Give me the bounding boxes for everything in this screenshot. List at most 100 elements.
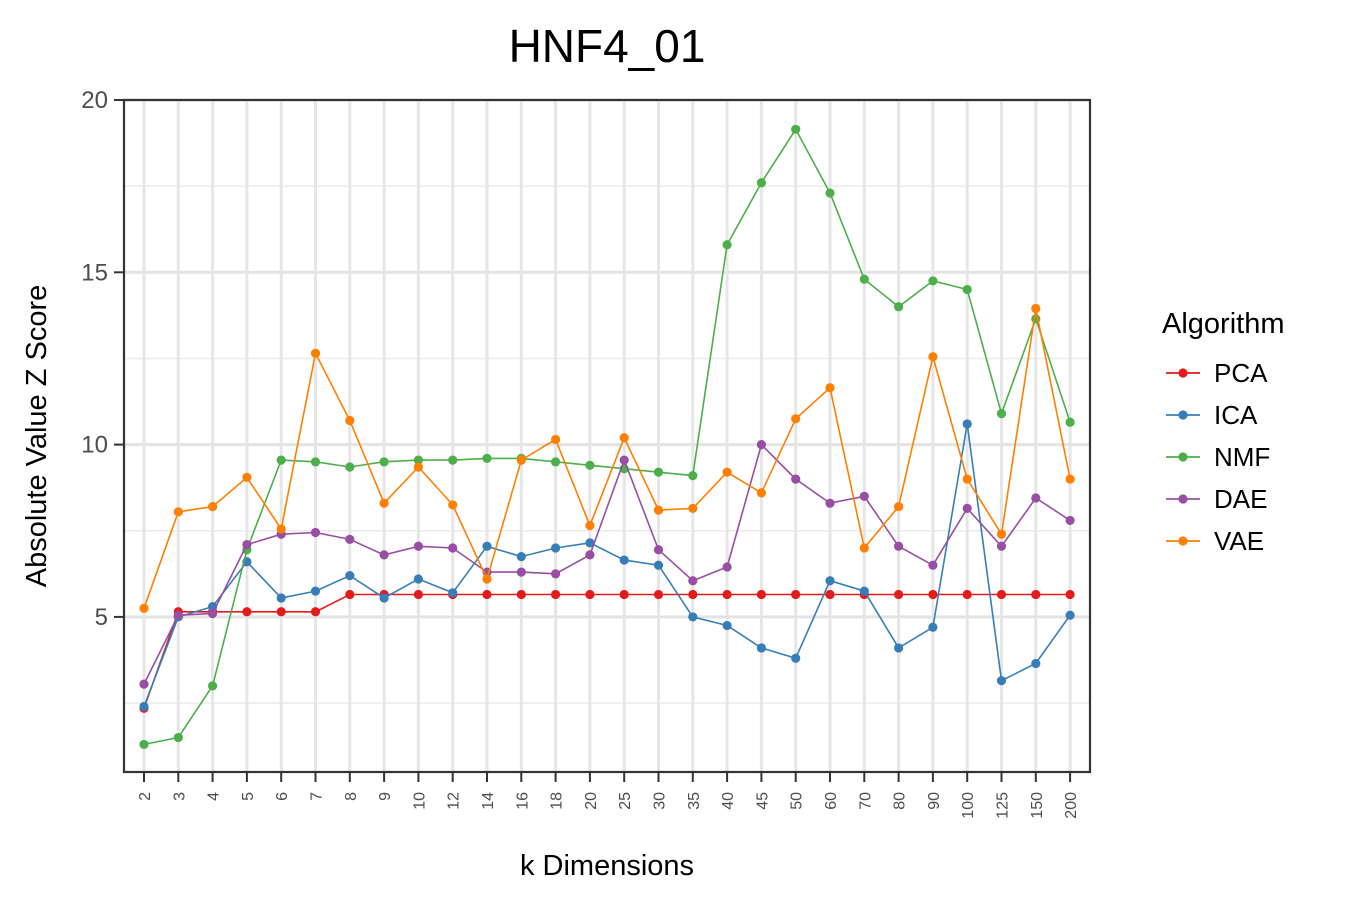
x-tick-label: 18: [549, 792, 566, 810]
data-point-vae: [756, 488, 767, 498]
legend-key-point: [1178, 536, 1188, 546]
x-tick-label: 2: [137, 792, 154, 801]
data-point-nmf: [859, 274, 869, 284]
x-tick-label: 9: [377, 792, 394, 801]
x-tick-label: 7: [309, 792, 326, 801]
data-point-ica: [894, 643, 904, 653]
data-point-dae: [551, 569, 561, 579]
x-tick-label: 35: [686, 792, 703, 810]
data-point-nmf: [722, 240, 732, 250]
data-point-dae: [379, 550, 389, 560]
legend-key-point: [1178, 494, 1188, 504]
legend-label: ICA: [1214, 400, 1258, 430]
data-point-nmf: [688, 471, 698, 481]
data-point-ica: [653, 560, 664, 570]
data-point-pca: [996, 589, 1007, 600]
data-point-ica: [825, 576, 835, 586]
legend-item-nmf: NMF: [1166, 442, 1270, 472]
data-point-pca: [242, 607, 252, 617]
x-tick-label: 5: [240, 792, 257, 801]
x-tick-label: 12: [446, 792, 463, 810]
data-point-ica: [139, 701, 149, 712]
data-point-ica: [310, 586, 321, 596]
data-point-nmf: [448, 455, 458, 465]
legend: Algorithm PCA ICA NMF DAE VAE: [1162, 308, 1285, 556]
data-point-vae: [928, 352, 938, 362]
x-tick-label: 3: [171, 792, 188, 801]
series-vae: [139, 303, 1075, 613]
data-point-vae: [276, 524, 286, 534]
data-point-pca: [585, 589, 595, 600]
series-dae: [139, 440, 1075, 689]
gridlines: [124, 98, 1090, 772]
data-point-vae: [310, 348, 321, 358]
data-point-nmf: [791, 124, 801, 134]
x-tick-label: 6: [274, 792, 291, 801]
legend-title: Algorithm: [1162, 308, 1285, 340]
data-point-dae: [1031, 493, 1041, 503]
data-point-dae: [996, 541, 1007, 551]
y-tick-label: 15: [81, 259, 108, 286]
data-point-dae: [619, 455, 629, 465]
data-point-nmf: [345, 462, 355, 472]
x-tick-label: 25: [617, 792, 634, 810]
data-point-ica: [516, 552, 526, 562]
legend-item-pca: PCA: [1166, 358, 1268, 388]
data-point-vae: [482, 574, 492, 584]
series-nmf: [139, 124, 1075, 750]
y-tick-label: 20: [81, 87, 108, 114]
data-point-pca: [894, 589, 904, 600]
data-point-nmf: [894, 302, 904, 312]
data-point-pca: [551, 589, 561, 600]
data-point-vae: [345, 415, 355, 426]
data-point-vae: [722, 467, 732, 477]
x-tick-label: 4: [206, 792, 223, 801]
data-point-vae: [585, 521, 595, 531]
data-point-vae: [653, 505, 664, 515]
x-tick-label: 60: [823, 792, 840, 810]
x-axis-title: k Dimensions: [520, 850, 694, 882]
data-point-vae: [859, 543, 869, 553]
data-point-ica: [1065, 610, 1075, 620]
data-point-vae: [894, 502, 904, 512]
series-pca: [139, 589, 1075, 713]
data-point-pca: [482, 589, 492, 600]
data-point-pca: [825, 589, 835, 600]
data-point-pca: [756, 589, 767, 600]
data-point-pca: [345, 589, 355, 600]
data-point-pca: [928, 589, 938, 600]
data-point-ica: [756, 643, 767, 653]
data-point-nmf: [962, 284, 972, 295]
data-point-dae: [653, 545, 664, 555]
data-point-dae: [962, 503, 972, 513]
data-point-pca: [413, 589, 423, 600]
x-tick-label: 30: [652, 792, 669, 810]
data-point-nmf: [825, 188, 835, 198]
legend-item-vae: VAE: [1166, 526, 1264, 556]
data-point-nmf: [551, 457, 561, 467]
data-point-ica: [996, 676, 1007, 686]
legend-label: VAE: [1214, 526, 1264, 556]
x-tick-label: 10: [411, 792, 428, 810]
data-point-dae: [208, 608, 218, 619]
data-point-ica: [1031, 658, 1041, 669]
x-tick-label: 90: [926, 792, 943, 810]
x-tick-label: 40: [720, 792, 737, 810]
x-tick-label: 8: [343, 792, 360, 801]
data-point-dae: [756, 440, 767, 450]
x-tick-label: 200: [1063, 792, 1080, 819]
data-point-dae: [825, 498, 835, 508]
x-tick-label: 14: [480, 792, 497, 810]
data-point-vae: [962, 474, 972, 484]
data-point-nmf: [276, 455, 286, 465]
legend-label: NMF: [1214, 442, 1270, 472]
data-point-nmf: [413, 455, 423, 465]
data-point-pca: [310, 607, 321, 617]
y-axis-title: Absolute Value Z Score: [21, 285, 53, 588]
data-point-vae: [448, 500, 458, 510]
data-point-nmf: [482, 453, 492, 463]
data-point-vae: [242, 472, 252, 482]
data-point-dae: [1065, 515, 1075, 526]
